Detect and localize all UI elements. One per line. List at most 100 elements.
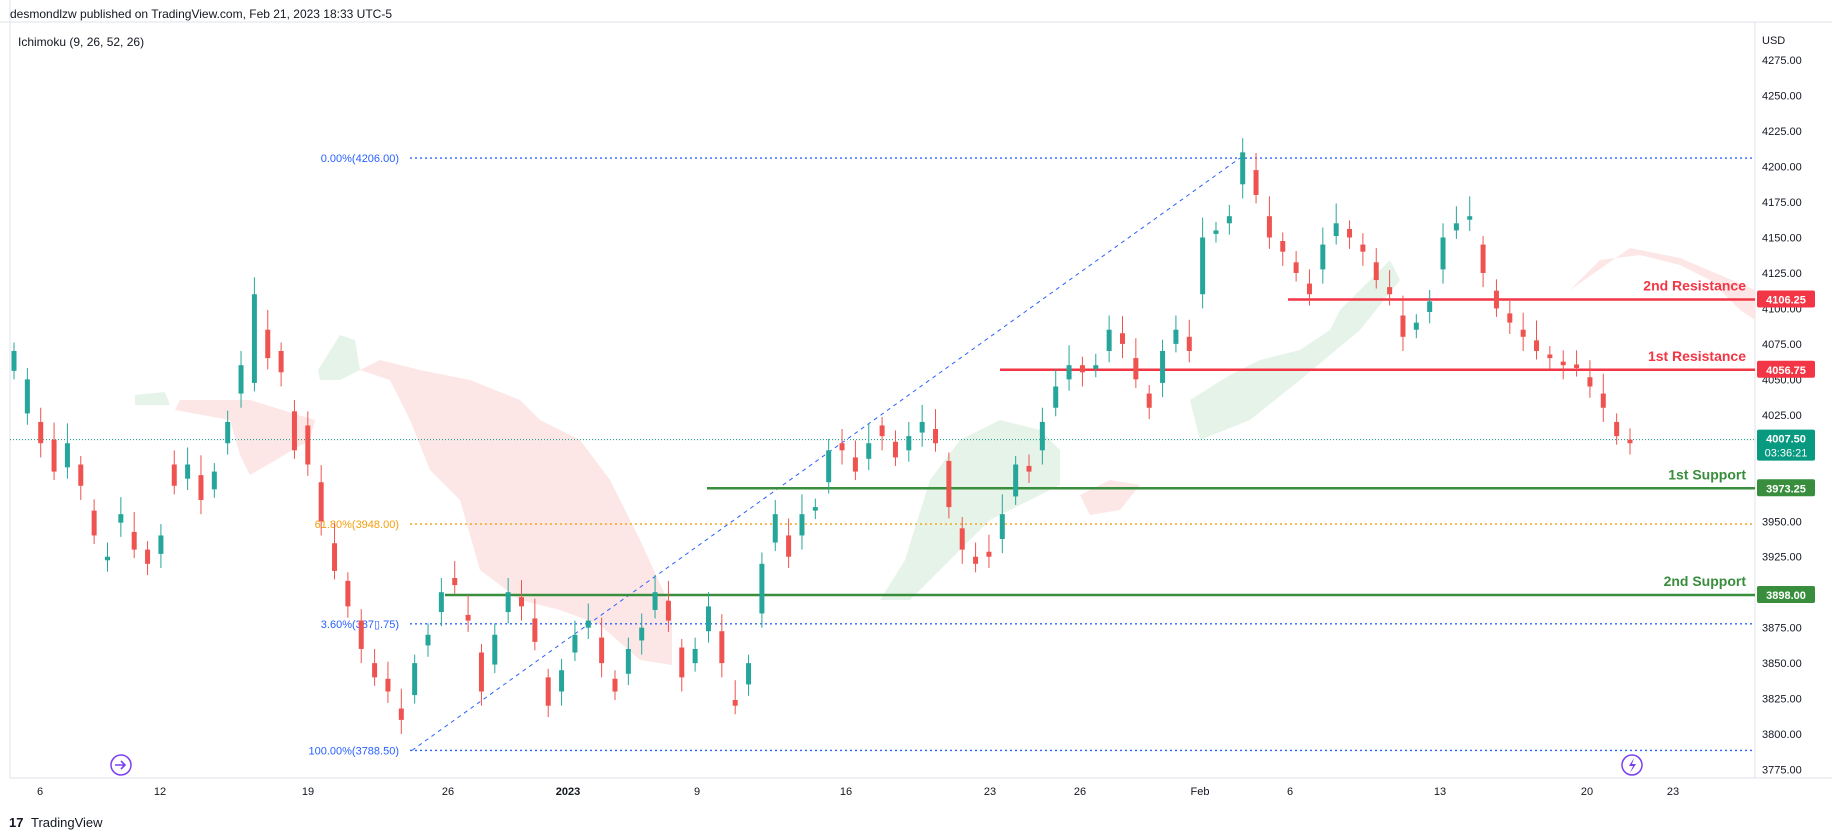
- candle-body: [145, 549, 151, 564]
- candle-body: [1146, 393, 1152, 408]
- candle-body: [251, 294, 257, 383]
- price-tick-label: 4150.00: [1762, 232, 1802, 244]
- candle-body: [1574, 364, 1580, 369]
- price-tick-label: 3925.00: [1762, 552, 1802, 564]
- candle-body: [732, 700, 738, 706]
- candle-body: [465, 614, 471, 621]
- time-tick-label: 23: [984, 786, 996, 798]
- candle-body: [1453, 223, 1459, 231]
- candle-body: [1160, 350, 1166, 383]
- cloud-segment: [135, 392, 170, 405]
- candle-body: [64, 443, 70, 468]
- cloud-segment: [1190, 260, 1400, 440]
- candle-body: [1213, 230, 1219, 234]
- tradingview-brand: TradingView: [31, 815, 103, 830]
- price-tick-label: 4250.00: [1762, 91, 1802, 103]
- candle-body: [211, 471, 217, 490]
- candle-body: [1066, 365, 1072, 380]
- candle-body: [679, 647, 685, 678]
- time-tick-label: 26: [1074, 786, 1086, 798]
- candle-body: [852, 457, 858, 472]
- candle-body: [1013, 464, 1019, 497]
- candle-body: [185, 464, 191, 479]
- candle-body: [1493, 290, 1499, 309]
- candle-body: [505, 592, 511, 613]
- price-tick-label: 4275.00: [1762, 55, 1802, 67]
- candle-body: [24, 379, 30, 414]
- price-tick-label: 3775.00: [1762, 765, 1802, 777]
- level-price-tag: [1757, 586, 1815, 604]
- ichimoku-cloud: [135, 248, 1755, 665]
- time-tick-label: 26: [442, 786, 454, 798]
- time-tick-label: 6: [37, 786, 43, 798]
- fibonacci-retracement[interactable]: 0.00%(4206.00)61.80%(3948.00)3.60%(387▯.…: [308, 153, 1755, 757]
- time-tick-label: 12: [154, 786, 166, 798]
- candle-body: [1240, 152, 1246, 185]
- level-price-tag-label: 3973.25: [1766, 483, 1806, 495]
- candle-body: [639, 627, 645, 641]
- price-tick-label: 4125.00: [1762, 268, 1802, 280]
- candle-body: [478, 652, 484, 692]
- candle-body: [1226, 216, 1232, 224]
- candle-body: [278, 350, 284, 373]
- candle-body: [532, 618, 538, 642]
- candle-body: [1200, 237, 1206, 295]
- candle-body: [1266, 216, 1272, 238]
- candle-body: [51, 439, 57, 472]
- level-price-tag: [1757, 360, 1815, 378]
- price-tick-label: 3825.00: [1762, 694, 1802, 706]
- candle-body: [1600, 393, 1606, 408]
- go-to-date-icon[interactable]: [110, 754, 132, 776]
- candle-body: [1400, 315, 1406, 337]
- price-tick-label: 3850.00: [1762, 658, 1802, 670]
- cloud-segment: [360, 360, 672, 665]
- cloud-segment: [175, 400, 315, 475]
- candle-body: [38, 421, 44, 444]
- candle-body: [171, 464, 177, 486]
- candle-body: [1053, 386, 1059, 408]
- time-tick-label: 13: [1434, 786, 1446, 798]
- fib-trend-line[interactable]: [411, 157, 1241, 751]
- candle-body: [612, 678, 618, 692]
- candle-body: [372, 663, 378, 678]
- candle-body: [1347, 228, 1353, 238]
- candle-body: [519, 597, 525, 607]
- indicator-label[interactable]: Ichimoku (9, 26, 52, 26): [18, 35, 144, 49]
- price-tick-label: 4025.00: [1762, 410, 1802, 422]
- level-name: 2nd Support: [1664, 573, 1747, 589]
- candle-body: [1614, 421, 1620, 437]
- candle-body: [358, 620, 364, 649]
- candle-body: [1587, 377, 1593, 387]
- candle-body: [1427, 301, 1433, 312]
- published-text: desmondlzw published on TradingView.com,…: [10, 7, 392, 21]
- candle-body: [919, 421, 925, 433]
- level-name: 1st Support: [1668, 466, 1746, 482]
- candle-body: [1106, 329, 1112, 351]
- candle-body: [999, 514, 1005, 539]
- tradingview-logo-mark: 17: [9, 815, 23, 830]
- tradingview-logo[interactable]: 17 TradingView: [9, 815, 103, 830]
- support-resistance-levels[interactable]: 2nd Resistance 1st Resistance 1st Support 2…: [10, 278, 1755, 597]
- candle-body: [959, 528, 965, 550]
- candle-body: [425, 634, 431, 646]
- candle-body: [1534, 340, 1540, 351]
- price-scale[interactable]: 4275.00 4250.00 4225.00 4200.00 4175.00 4150.…: [1762, 55, 1802, 776]
- candle-body: [572, 634, 578, 653]
- candle-body: [973, 556, 979, 564]
- cloud-segment: [318, 335, 360, 380]
- bar-countdown-label: 03:36:21: [1765, 448, 1808, 460]
- candle-body: [759, 563, 765, 614]
- candle-body: [1507, 313, 1513, 323]
- lightning-icon[interactable]: [1621, 754, 1643, 776]
- candle-body: [78, 464, 84, 486]
- price-tick-label: 4225.00: [1762, 126, 1802, 138]
- candle-body: [1280, 241, 1286, 252]
- candle-body: [906, 436, 912, 451]
- time-tick-label: 9: [694, 786, 700, 798]
- candle-body: [1186, 336, 1192, 351]
- fib-level-label: 61.80%(3948.00): [315, 519, 399, 531]
- time-scale[interactable]: 6 12 19 26 2023 9 16 23 26 Feb 6 13 20 23: [37, 786, 1679, 798]
- candle-body: [452, 578, 458, 586]
